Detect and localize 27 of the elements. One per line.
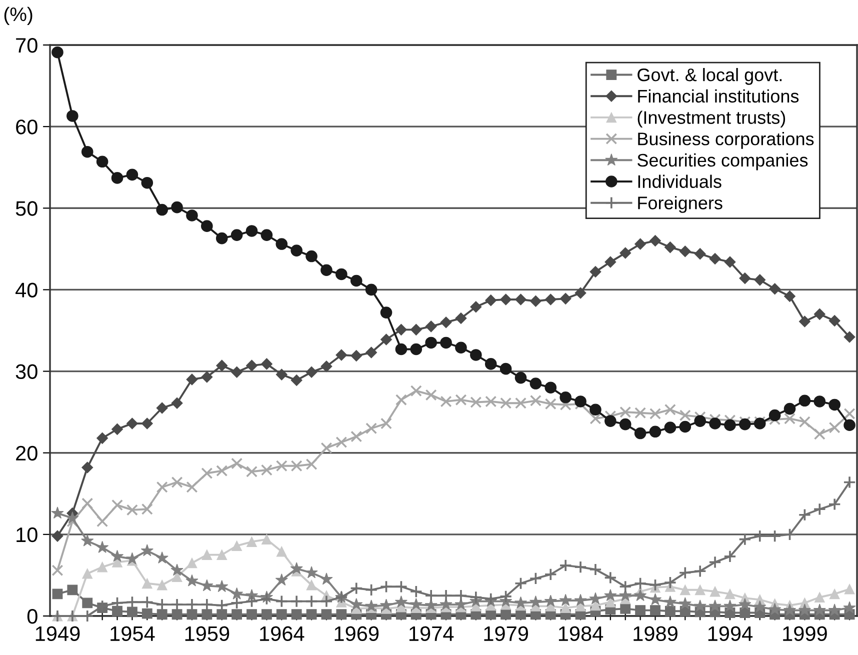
legend-label: (Investment trusts) (638, 110, 786, 128)
y-tick-label: 20 (16, 446, 38, 461)
legend-label: Individuals (638, 174, 722, 188)
y-tick-label: 0 (27, 609, 38, 624)
legend-label: Govt. & local govt. (638, 68, 782, 85)
y-tick-label: 40 (16, 282, 38, 298)
x-tick-label: 1949 (36, 626, 80, 642)
y-tick-label: 30 (16, 364, 38, 380)
y-tick-label: 50 (16, 201, 38, 216)
x-tick-label: 1974 (410, 626, 454, 642)
legend-label: Financial institutions (638, 89, 799, 103)
legend-label: Business corporations (638, 132, 814, 149)
x-tick-label: 1989 (634, 626, 678, 642)
legend-label: Securities companies (638, 153, 808, 170)
y-tick-label: 10 (16, 527, 38, 542)
legend-label: Foreigners (638, 196, 722, 213)
x-tick-label: 1964 (260, 626, 304, 642)
x-tick-label: 1959 (185, 626, 230, 642)
x-tick-label: 1979 (484, 626, 528, 642)
x-tick-label: 1984 (558, 626, 604, 642)
x-tick-label: 1999 (783, 626, 827, 642)
y-tick-label: 70 (16, 38, 38, 53)
x-tick-label: 1994 (708, 626, 753, 642)
y-tick-label: 60 (16, 120, 38, 134)
y-axis-title: (%) (4, 6, 32, 26)
x-tick-label: 1954 (110, 626, 155, 642)
x-tick-label: 1969 (334, 626, 379, 642)
